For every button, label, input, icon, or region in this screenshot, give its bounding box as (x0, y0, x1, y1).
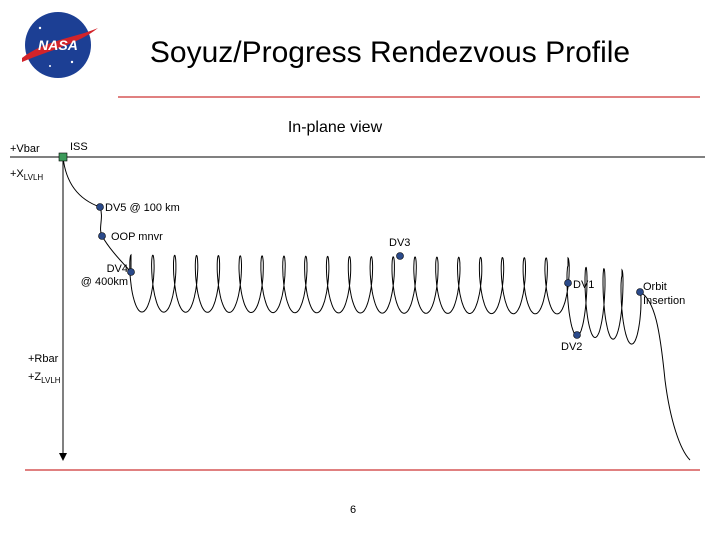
dv2-label: DV2 (561, 341, 582, 353)
z-lvlh-label: +ZLVLH (28, 371, 61, 385)
orbit-insertion-label: Insertion (643, 295, 685, 307)
orbit-insertion-marker (636, 288, 644, 296)
logo-text: NASA (38, 37, 78, 53)
x-lvlh-sub: LVLH (24, 173, 44, 182)
oop-label: OOP mnvr (111, 231, 163, 243)
z-lvlh-main: +Z (28, 371, 41, 383)
dv2-marker (573, 331, 581, 339)
page-number: 6 (350, 504, 356, 516)
vbar-label: +Vbar (10, 143, 40, 155)
orbit-insertion-label: Orbit (643, 281, 667, 293)
oop-marker (98, 232, 106, 240)
dv3-label: DV3 (389, 237, 410, 249)
rbar-label: +Rbar (28, 353, 59, 365)
nasa-logo: NASA (22, 12, 98, 78)
iss-marker (58, 152, 68, 162)
dv5-label: DV5 @ 100 km (105, 202, 180, 214)
view-label: In-plane view (288, 119, 383, 136)
trajectory (62, 156, 691, 461)
dv5-marker (96, 203, 104, 211)
slide-title: Soyuz/Progress Rendezvous Profile (150, 36, 630, 69)
x-lvlh-main: +X (10, 168, 24, 180)
z-lvlh-sub: LVLH (41, 376, 61, 385)
iss-label: ISS (70, 141, 88, 153)
dv4-label: @ 400km (81, 276, 128, 288)
dv3-marker (396, 252, 404, 260)
dv4-label: DV4 (107, 263, 128, 275)
dv4-marker (127, 268, 135, 276)
dv1-label: DV1 (573, 279, 594, 291)
x-lvlh-label: +XLVLH (10, 168, 43, 182)
dv1-marker (564, 279, 572, 287)
